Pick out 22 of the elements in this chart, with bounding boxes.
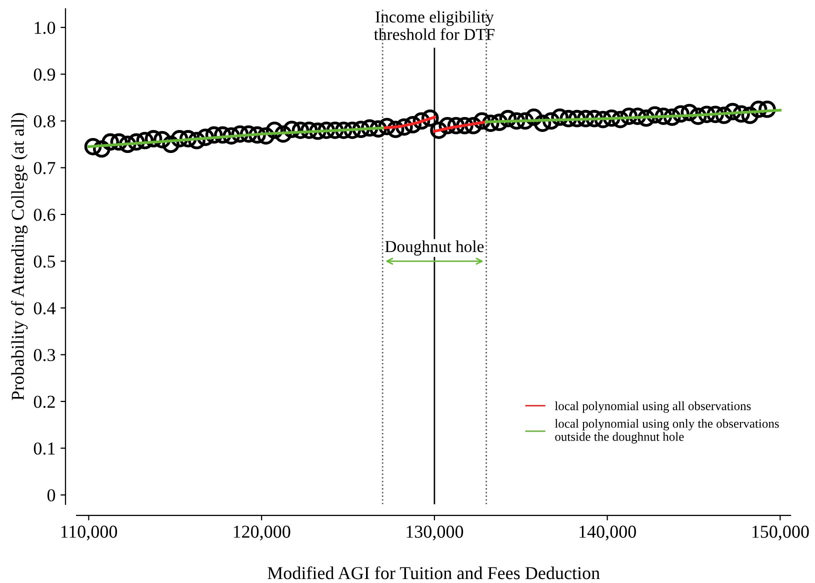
y-tick-label: 0	[47, 489, 56, 502]
ref-line-label: Income eligibility threshold for DTF	[374, 10, 494, 40]
y-tick-label: 0.8	[34, 115, 56, 128]
y-tick-label: 0.5	[34, 255, 56, 268]
x-axis-title: Modified AGI for Tuition and Fees Deduction	[268, 566, 600, 580]
x-tick-label: 110,000	[61, 526, 118, 540]
x-tick-label: 120,000	[234, 526, 290, 540]
y-tick-label: 0.7	[34, 162, 56, 174]
x-tick-label: 130,000	[406, 526, 464, 540]
y-tick-label: 0.9	[34, 68, 56, 81]
legend-label: local polynomial using only the observations outside the doughnut hole	[554, 419, 779, 444]
y-tick-label: 1.0	[34, 22, 56, 34]
annotation: Doughnut hole	[385, 240, 484, 256]
y-axis-title: Probability of Attending College (at all)	[11, 113, 28, 400]
y-tick-label: 0.1	[34, 442, 55, 455]
legend-label: local polynomial using all observations	[554, 401, 751, 413]
y-tick-label: 0.6	[34, 208, 56, 221]
x-tick-label: 150,000	[752, 526, 809, 540]
y-tick-label: 0.2	[34, 396, 55, 408]
y-tick-label: 0.4	[34, 302, 56, 314]
x-tick-label: 140,000	[580, 526, 636, 540]
y-tick-label: 0.3	[34, 348, 56, 362]
